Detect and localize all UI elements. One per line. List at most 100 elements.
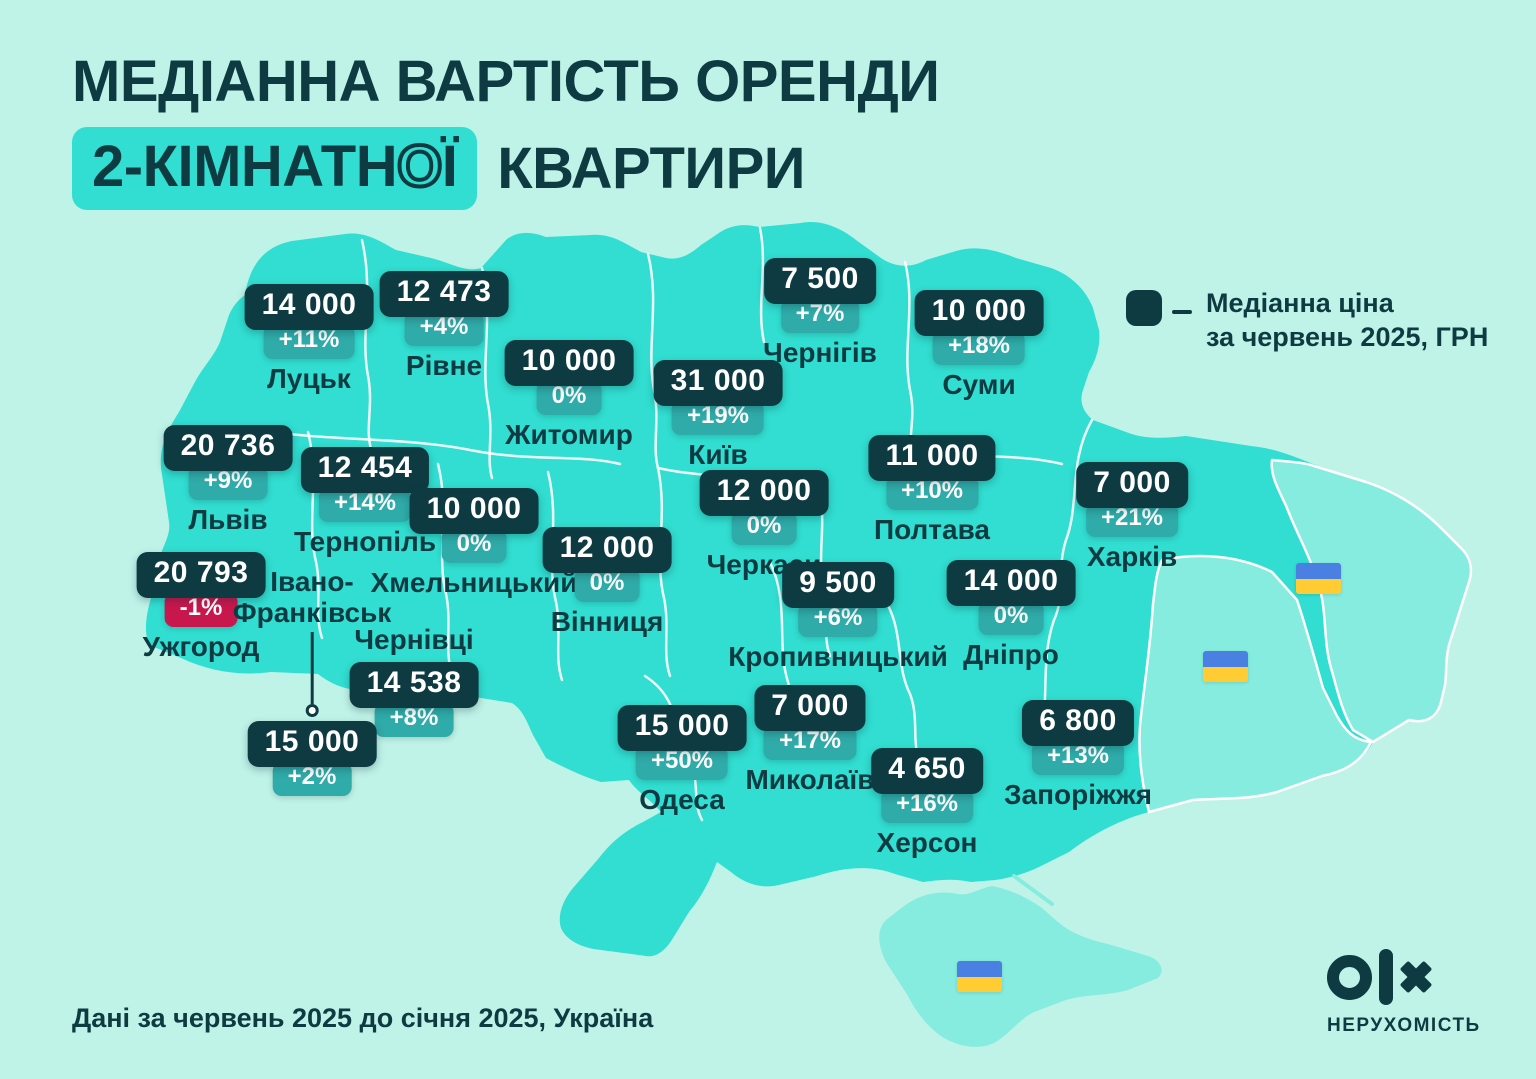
change-badge: -1% — [164, 593, 238, 627]
price-badge: 9 500 — [782, 562, 894, 608]
olx-x-icon — [1401, 962, 1431, 992]
outline-letter: О — [395, 132, 444, 201]
callout-dot — [305, 704, 319, 717]
title-line1: МЕДІАННА ВАРТІСТЬ ОРЕНДИ — [72, 49, 940, 114]
city-marker: 10 000 0% Житомир — [504, 340, 634, 451]
change-badge: +4% — [404, 312, 484, 346]
city-label: Кропивницький — [728, 641, 948, 672]
region-crimea — [879, 886, 1162, 1047]
region-luhansk — [1270, 458, 1473, 744]
price-badge: 14 000 — [946, 560, 1076, 606]
change-badge: 0% — [978, 601, 1044, 635]
city-label: Рівне — [405, 350, 483, 381]
city-label: Житомир — [505, 419, 633, 450]
city-marker: 7 000 +21% Харків — [1076, 462, 1188, 573]
change-badge: +11% — [263, 325, 355, 359]
price-badge: 11 000 — [868, 435, 996, 481]
page-title: МЕДІАННА ВАРТІСТЬ ОРЕНДИ 2-КІМНАТНОЇ КВА… — [72, 49, 940, 210]
olx-bar-icon — [1379, 949, 1393, 1005]
change-badge: +9% — [188, 466, 268, 500]
change-badge: +21% — [1085, 503, 1179, 537]
change-badge: 0% — [441, 529, 507, 563]
city-label: Суми — [942, 369, 1016, 400]
city-marker: 14 000 +11% Луцьк — [244, 284, 374, 395]
price-badge: 4 650 — [871, 748, 983, 794]
price-badge: 31 000 — [653, 360, 783, 406]
price-badge: 12 473 — [379, 271, 509, 317]
city-marker: 11 000 +10% Полтава — [868, 435, 996, 546]
price-badge: 14 000 — [244, 284, 374, 330]
city-marker: 20 793 -1% Ужгород — [136, 552, 266, 663]
city-label: Миколаїв — [745, 764, 875, 795]
olx-o-icon — [1327, 954, 1372, 1000]
legend-swatch-icon — [1126, 290, 1162, 326]
legend-label: Медіанна ціна за червень 2025, ГРН — [1206, 286, 1488, 354]
change-badge: +8% — [374, 703, 454, 737]
change-badge: 0% — [574, 568, 640, 602]
data-period-note: Дані за червень 2025 до січня 2025, Укра… — [72, 1003, 654, 1033]
arabat-spit — [1012, 874, 1054, 906]
city-label: Ужгород — [142, 631, 260, 662]
city-label: Одеса — [639, 784, 725, 815]
city-label: Дніпро — [963, 639, 1059, 670]
city-marker: Івано- Франківськ 15 000 +2% — [232, 566, 392, 796]
olx-logo: НЕРУХОМІСТЬ — [1327, 948, 1481, 1037]
city-marker: 20 736 +9% Львів — [163, 425, 293, 536]
change-badge: 0% — [731, 511, 797, 545]
olx-logo-glyphs — [1327, 948, 1465, 1006]
region-donetsk — [1138, 554, 1373, 814]
price-badge: 6 800 — [1022, 700, 1134, 746]
city-label: Хмельницький — [370, 567, 578, 598]
price-badge: 7 000 — [754, 685, 866, 731]
ukraine-flag-icon — [957, 961, 1002, 992]
city-marker: 15 000 +50% Одеса — [617, 705, 747, 816]
city-marker: 12 000 0% Вінниця — [542, 527, 672, 638]
city-label: Львів — [188, 504, 268, 535]
city-label: Луцьк — [267, 363, 351, 394]
city-marker: 12 454 +14% Тернопіль — [294, 447, 436, 558]
city-label: Івано- Франківськ — [232, 566, 392, 628]
legend: Медіанна ціна за червень 2025, ГРН — [1126, 288, 1488, 354]
change-badge: +17% — [763, 726, 857, 760]
city-label: Херсон — [876, 827, 978, 858]
change-badge: 0% — [536, 381, 602, 415]
price-badge: 14 538 — [349, 662, 479, 708]
price-badge: 15 000 — [617, 705, 747, 751]
change-badge: +18% — [932, 331, 1026, 365]
legend-label-line1: Медіанна ціна — [1206, 288, 1394, 318]
callout-line — [310, 632, 314, 704]
legend-dash-icon — [1172, 310, 1192, 314]
city-label: Вінниця — [550, 606, 664, 637]
price-badge: 7 000 — [1076, 462, 1188, 508]
city-marker: 10 000 +18% Суми — [914, 290, 1044, 401]
price-badge: 15 000 — [247, 721, 377, 767]
olx-subtitle: НЕРУХОМІСТЬ — [1327, 1015, 1481, 1036]
change-badge: +13% — [1031, 741, 1125, 775]
change-badge: +6% — [798, 603, 878, 637]
price-badge: 12 000 — [542, 527, 672, 573]
ukraine-flag-icon — [1296, 563, 1341, 594]
ukraine-flag-icon — [1203, 651, 1248, 682]
city-label: Чернігів — [763, 337, 877, 368]
city-marker: 4 650 +16% Херсон — [871, 748, 983, 859]
price-badge: 20 736 — [163, 425, 293, 471]
city-marker: 6 800 +13% Запоріжжя — [1004, 700, 1152, 811]
city-marker: 12 473 +4% Рівне — [379, 271, 509, 382]
price-badge: 10 000 — [914, 290, 1044, 336]
change-badge: +50% — [635, 746, 729, 780]
price-badge: 12 000 — [699, 470, 829, 516]
city-label: Чернівці — [354, 624, 474, 655]
city-marker: 14 000 0% Дніпро — [946, 560, 1076, 671]
price-badge: 20 793 — [136, 552, 266, 598]
change-badge: +19% — [671, 401, 765, 435]
city-marker: 9 500 +6% Кропивницький — [728, 562, 948, 673]
price-badge: 10 000 — [409, 488, 539, 534]
price-badge: 12 454 — [300, 447, 430, 493]
city-marker: 31 000 +19% Київ — [653, 360, 783, 471]
city-marker: 10 000 0% Хмельницький — [370, 488, 578, 599]
city-label: Запоріжжя — [1003, 779, 1153, 810]
title-line2-rest: КВАРТИРИ — [497, 135, 805, 201]
price-badge: 7 500 — [764, 258, 876, 304]
city-label: Київ — [688, 439, 748, 470]
